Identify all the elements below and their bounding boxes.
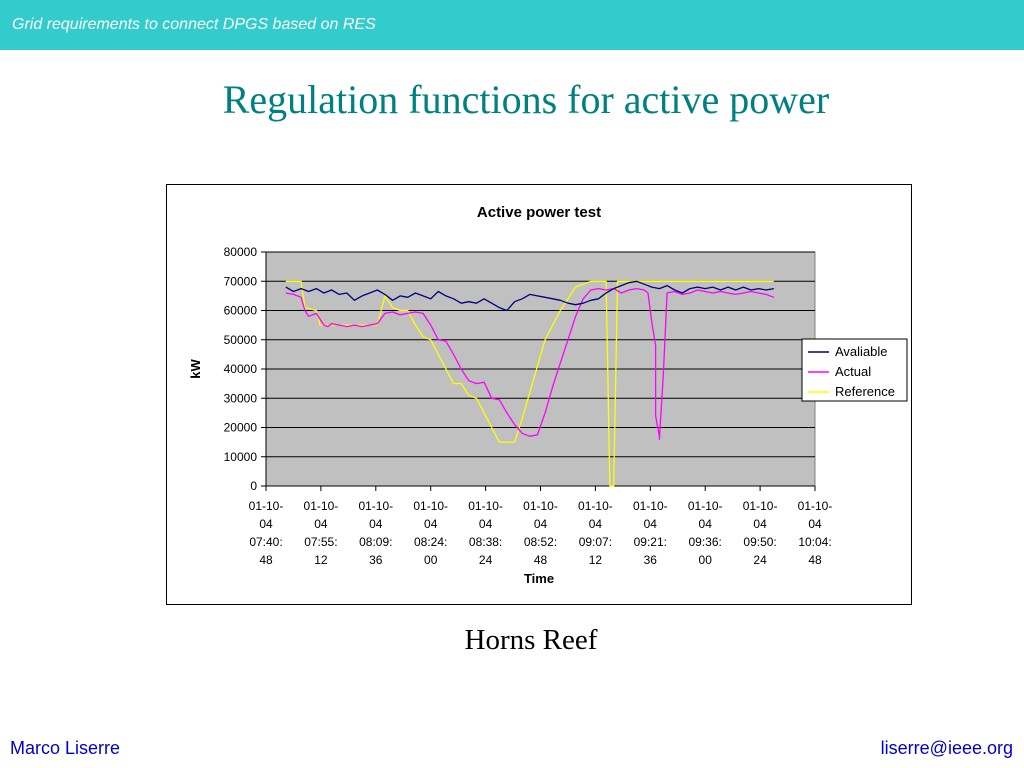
- legend: Avaliable Actual Reference: [801, 338, 908, 402]
- header-text: Grid requirements to connect DPGS based …: [12, 16, 376, 33]
- series-line-actual: [285, 287, 775, 440]
- y-tick-label: 10000: [224, 450, 258, 464]
- chart-caption: Horns Reef: [464, 624, 598, 656]
- chart-frame: Active power test 0 10000 20000 30000 40000 5…: [166, 184, 912, 605]
- y-tick-label: 70000: [224, 274, 258, 288]
- chart-title: Active power test: [477, 204, 601, 221]
- x-axis-label: Time: [524, 571, 554, 586]
- x-tick-label: 01-10-04 09:36: 00: [688, 499, 723, 567]
- active-power-chart: Active power test 0 10000 20000 30000 40000 5…: [188, 204, 908, 586]
- x-tick-label: 01-10-04 07:40: 48: [249, 499, 284, 567]
- header-bar: Grid requirements to connect DPGS based …: [0, 0, 1024, 50]
- x-tick-label: 01-10-04 09:21: 36: [633, 499, 668, 567]
- series-lines: [285, 280, 775, 487]
- footer-author: Marco Liserre: [10, 738, 121, 758]
- y-tick-label: 50000: [224, 333, 258, 347]
- x-tick-label: 01-10-04 07:55: 12: [304, 499, 339, 567]
- footer-email: liserre@ieee.org: [880, 738, 1013, 758]
- x-tick-label: 01-10-04 08:24: 00: [413, 499, 448, 567]
- slide-title: Regulation functions for active power: [222, 77, 830, 122]
- y-axis-label: kW: [188, 359, 203, 379]
- legend-label: Avaliable: [835, 344, 888, 359]
- y-tick-label: 20000: [224, 421, 258, 435]
- y-tick-label: 30000: [224, 391, 258, 405]
- series-line-avaliable: [285, 280, 774, 312]
- x-tick-label: 01-10-04 09:07: 12: [578, 499, 613, 567]
- y-tick-label: 60000: [224, 304, 258, 318]
- x-tick-label: 01-10-04 09:50: 24: [743, 499, 778, 567]
- legend-label: Reference: [835, 384, 895, 399]
- x-tick-label: 01-10-04 08:52: 48: [523, 499, 558, 567]
- legend-box: [801, 338, 908, 402]
- x-tick-label: 01-10-04 08:38: 24: [468, 499, 503, 567]
- y-tick-label: 40000: [224, 362, 258, 376]
- x-tick-label: 01-10-04 08:09: 36: [358, 499, 393, 567]
- x-axis-ticks: 01-10-04 07:40: 48 01-10-04 07:55: 12 01-10-04…: [249, 486, 833, 567]
- x-tick-label: 01-10-04 10:04: 48: [798, 499, 833, 567]
- y-tick-label: 0: [250, 479, 257, 493]
- legend-label: Actual: [835, 364, 871, 379]
- y-tick-label: 80000: [224, 245, 258, 259]
- y-axis-ticks: 0 10000 20000 30000 40000 50000 60000 70000 8000…: [224, 245, 266, 493]
